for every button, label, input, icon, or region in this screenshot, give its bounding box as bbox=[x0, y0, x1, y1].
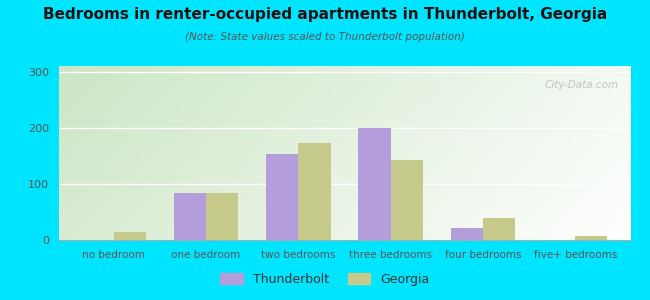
Bar bbox=[483, 218, 515, 240]
Bar bbox=[174, 194, 206, 240]
Text: Bedrooms in renter-occupied apartments in Thunderbolt, Georgia: Bedrooms in renter-occupied apartments i… bbox=[43, 8, 607, 22]
Text: (Note: State values scaled to Thunderbolt population): (Note: State values scaled to Thunderbol… bbox=[185, 32, 465, 41]
Bar bbox=[114, 232, 146, 240]
Bar bbox=[266, 154, 298, 240]
Bar bbox=[575, 236, 608, 240]
Legend: Thunderbolt, Georgia: Thunderbolt, Georgia bbox=[215, 268, 435, 291]
Bar bbox=[206, 194, 239, 240]
Bar bbox=[298, 143, 331, 240]
Bar bbox=[450, 228, 483, 240]
Bar bbox=[391, 160, 423, 240]
Bar bbox=[358, 128, 391, 240]
Text: City-Data.com: City-Data.com bbox=[545, 80, 619, 90]
